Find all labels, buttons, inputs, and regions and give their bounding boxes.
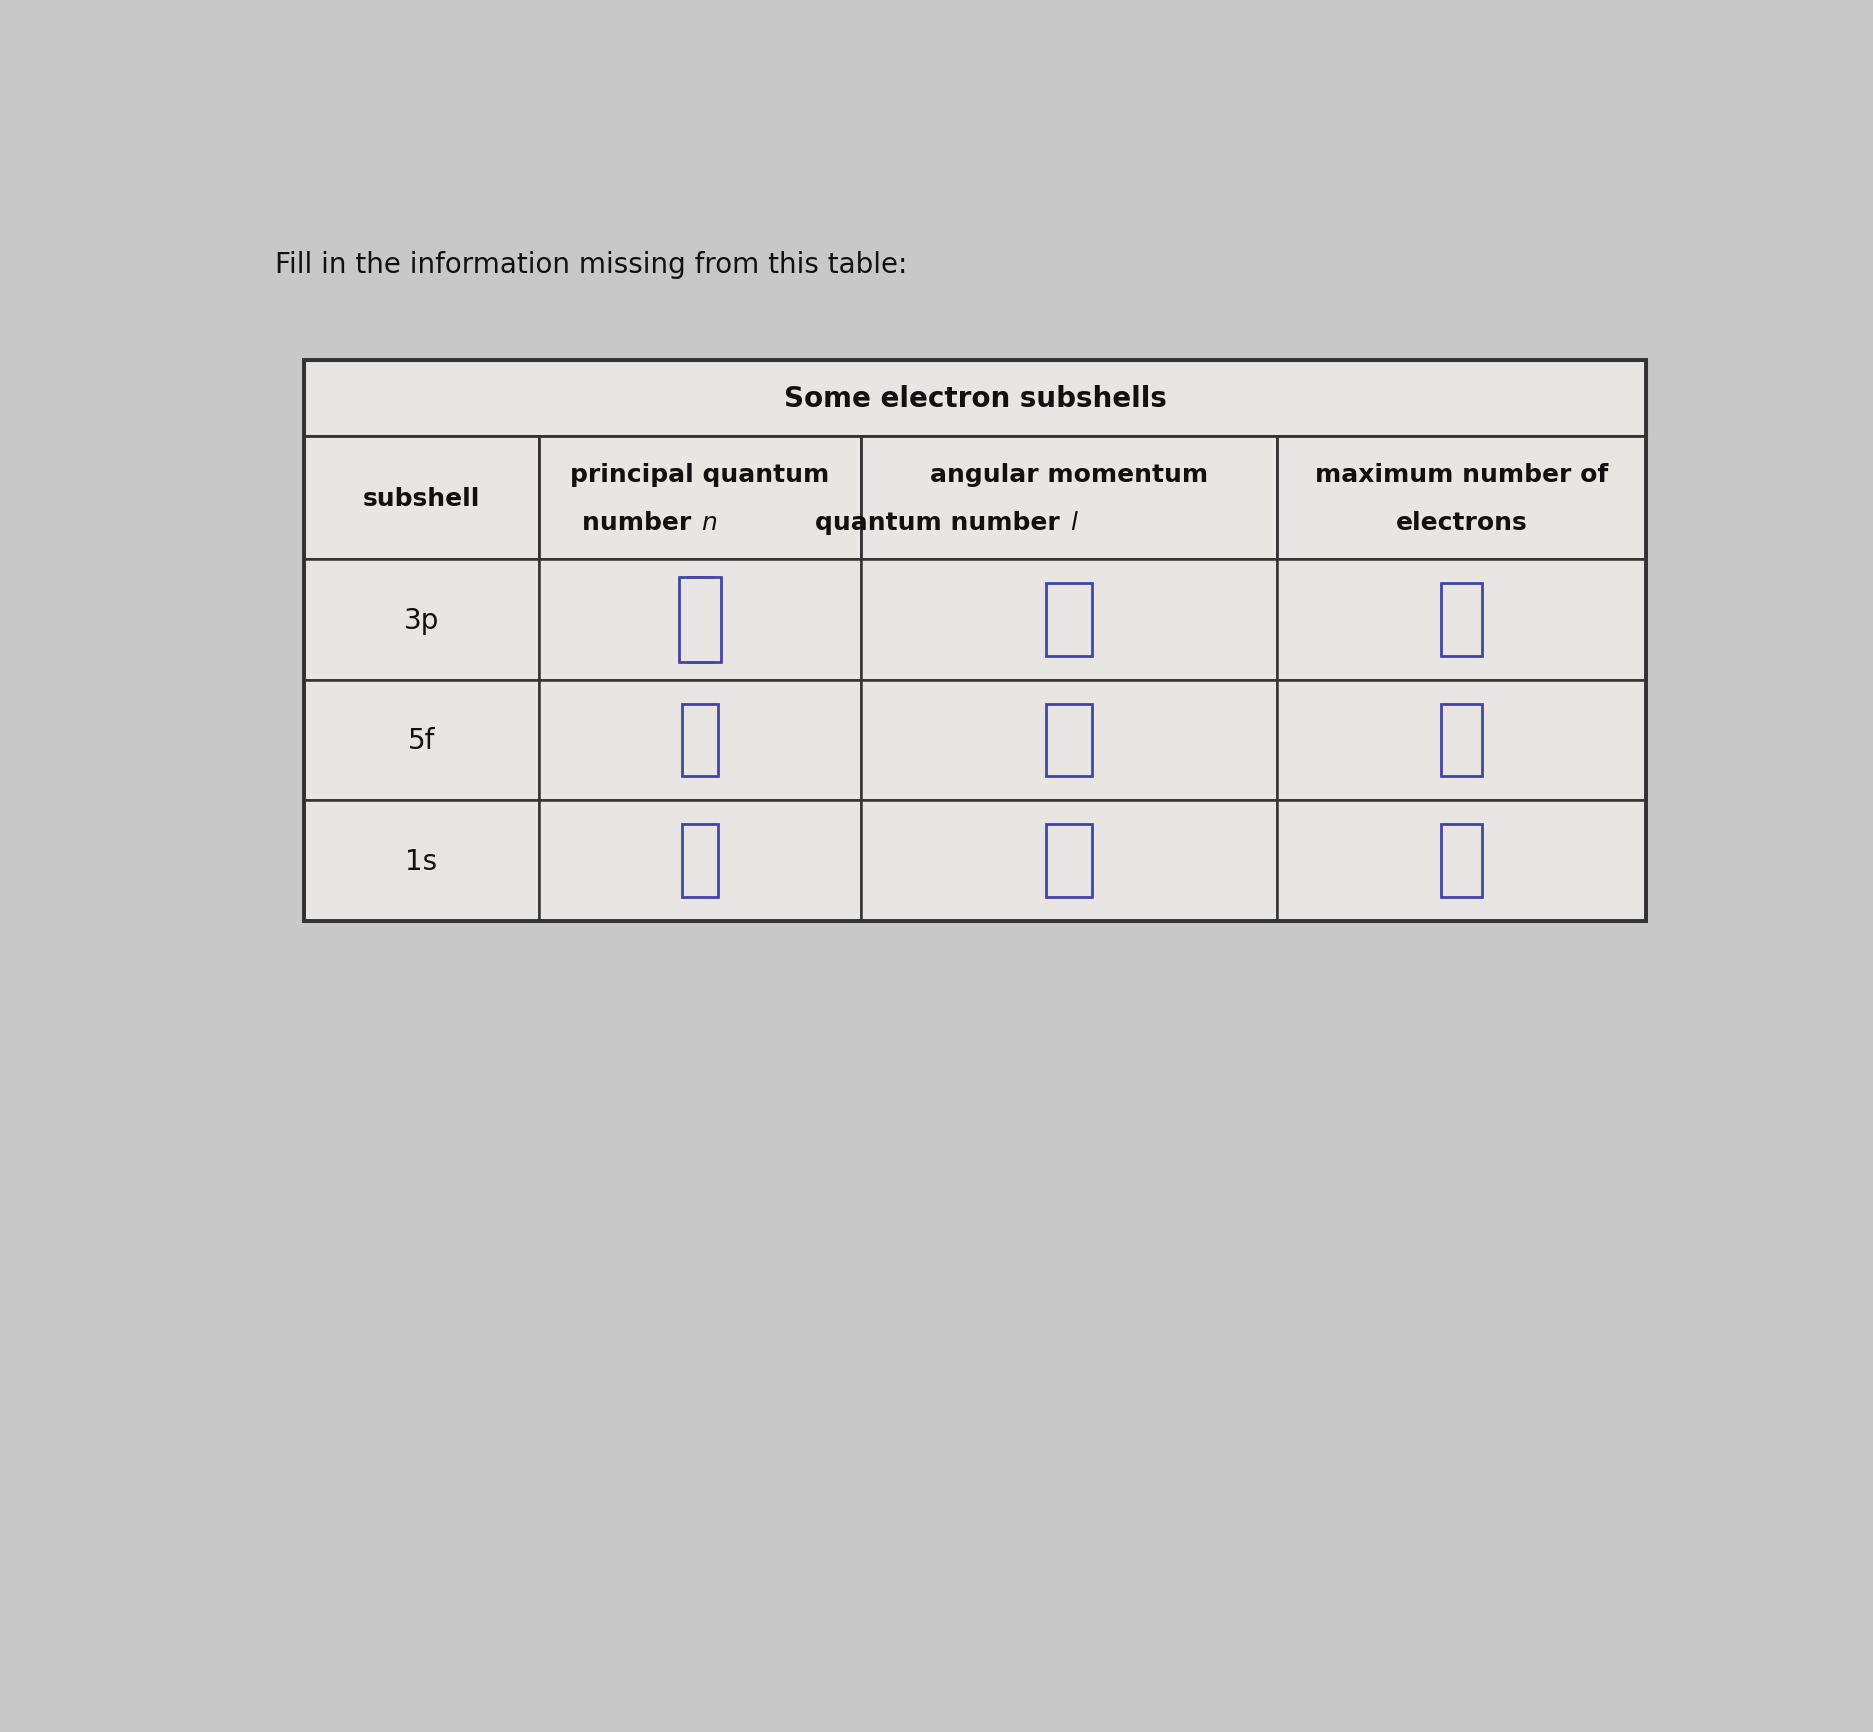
- Text: 1s: 1s: [405, 847, 436, 875]
- Bar: [1440, 824, 1482, 897]
- Bar: [303, 559, 539, 681]
- Bar: [1276, 681, 1644, 800]
- Bar: [303, 681, 539, 800]
- Text: l: l: [1069, 511, 1077, 535]
- Text: Fill in the information missing from this table:: Fill in the information missing from thi…: [275, 251, 907, 279]
- Text: subshell: subshell: [363, 487, 479, 511]
- Bar: [303, 436, 539, 559]
- Bar: [539, 681, 860, 800]
- Bar: [1440, 584, 1482, 656]
- Bar: [539, 559, 860, 681]
- Text: number: number: [581, 511, 699, 535]
- Text: quantum number: quantum number: [815, 511, 1068, 535]
- Text: principal quantum: principal quantum: [569, 462, 830, 487]
- Text: maximum number of: maximum number of: [1315, 462, 1607, 487]
- Bar: [678, 578, 721, 662]
- Bar: [303, 362, 1644, 921]
- Bar: [539, 436, 860, 559]
- Text: electrons: electrons: [1395, 511, 1526, 535]
- Bar: [1045, 584, 1092, 656]
- Bar: [303, 362, 1644, 436]
- Bar: [860, 559, 1276, 681]
- Bar: [682, 824, 717, 897]
- Text: 5f: 5f: [408, 727, 435, 755]
- Bar: [1440, 705, 1482, 778]
- Text: Some electron subshells: Some electron subshells: [783, 385, 1165, 412]
- Bar: [1045, 705, 1092, 778]
- Bar: [860, 800, 1276, 921]
- Bar: [1276, 800, 1644, 921]
- Bar: [303, 800, 539, 921]
- Bar: [682, 705, 717, 778]
- Bar: [1045, 824, 1092, 897]
- Text: 3p: 3p: [403, 606, 438, 634]
- Bar: [1276, 436, 1644, 559]
- Bar: [539, 800, 860, 921]
- Bar: [860, 436, 1276, 559]
- Bar: [860, 681, 1276, 800]
- Bar: [1276, 559, 1644, 681]
- Text: n: n: [701, 511, 717, 535]
- Text: angular momentum: angular momentum: [929, 462, 1208, 487]
